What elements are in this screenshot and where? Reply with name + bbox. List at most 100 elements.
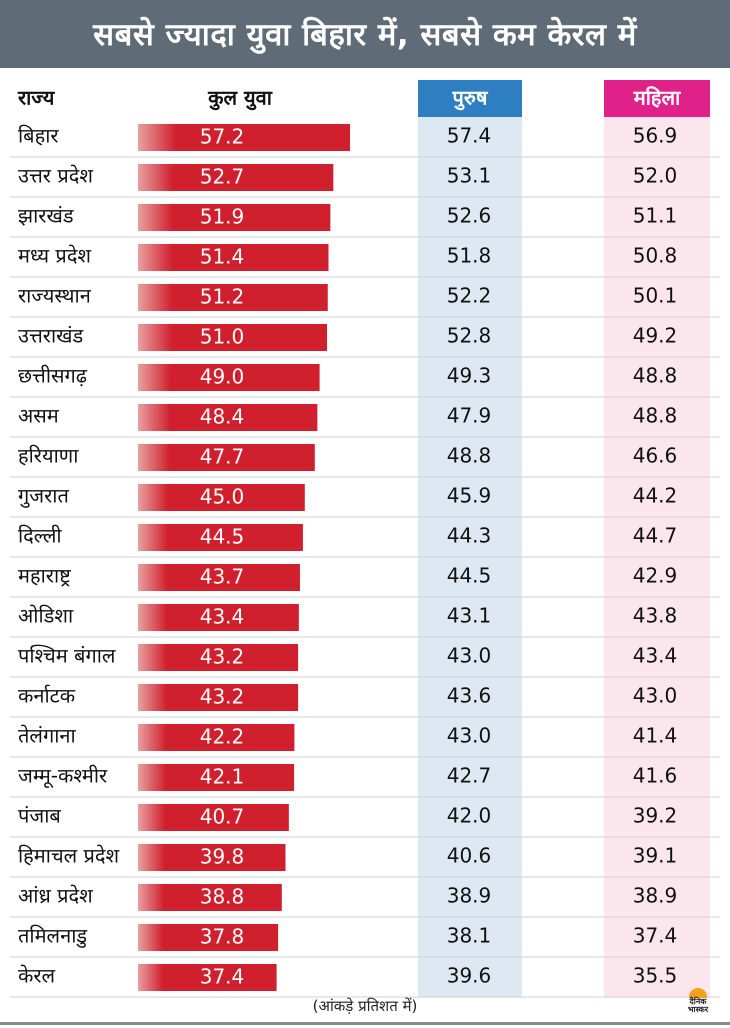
total-bar (138, 804, 289, 831)
total-value: 47.7 (200, 445, 245, 469)
header-male: पुरुष (452, 86, 489, 111)
state-label: जम्मू-कश्मीर (18, 764, 108, 789)
footnote: (आंकड़े प्रतिशत में) (312, 997, 418, 1015)
total-bar (138, 244, 329, 271)
female-value: 48.8 (633, 364, 678, 388)
total-value: 44.5 (200, 525, 245, 549)
total-value: 37.8 (200, 925, 245, 949)
male-value: 51.8 (447, 244, 492, 268)
state-label: पश्चिम बंगाल (18, 644, 116, 668)
header-total: कुल युवा (207, 86, 273, 111)
male-value: 57.4 (447, 124, 492, 148)
total-bar (138, 924, 279, 951)
total-bar (138, 604, 299, 631)
male-value: 44.5 (447, 564, 492, 588)
female-value: 41.6 (633, 764, 678, 788)
male-value: 40.6 (447, 844, 492, 868)
female-value: 39.2 (633, 804, 678, 828)
male-value: 53.1 (447, 164, 492, 188)
total-value: 57.2 (200, 125, 245, 149)
total-bar (138, 724, 295, 751)
bottom-divider (0, 1022, 730, 1025)
female-value: 56.9 (633, 124, 678, 148)
male-header-bg (418, 80, 522, 117)
total-value: 51.9 (200, 205, 245, 229)
state-label: हरियाणा (18, 444, 79, 468)
female-value: 44.7 (633, 524, 678, 548)
state-label: राज्यस्थान (18, 284, 92, 308)
total-value: 51.2 (200, 285, 245, 309)
total-value: 51.0 (200, 325, 245, 349)
female-value: 50.8 (633, 244, 678, 268)
sun-icon (689, 988, 707, 998)
total-value: 40.7 (200, 805, 245, 829)
female-value: 38.9 (633, 884, 678, 908)
publisher-logo: दैनिक भास्कर (678, 988, 718, 1014)
total-bar (138, 684, 299, 711)
female-value: 49.2 (633, 324, 678, 348)
female-value: 51.1 (633, 204, 678, 228)
female-value: 50.1 (633, 284, 678, 308)
state-label: ओडिशा (18, 604, 74, 628)
header-female: महिला (633, 86, 681, 110)
female-value: 41.4 (633, 724, 678, 748)
total-bar (138, 884, 282, 911)
male-value: 52.6 (447, 204, 492, 228)
male-value: 43.1 (447, 604, 492, 628)
total-value: 43.2 (200, 685, 245, 709)
female-value: 39.1 (633, 844, 678, 868)
total-bar (138, 324, 328, 351)
total-bar (138, 124, 350, 151)
state-label: असम (18, 404, 60, 428)
state-label: उत्तराखंड (18, 324, 83, 348)
total-bar (138, 844, 286, 871)
male-value: 39.6 (447, 964, 492, 988)
total-value: 43.7 (200, 565, 245, 589)
header-state: राज्य (17, 86, 56, 110)
total-value: 39.8 (200, 845, 245, 869)
male-value: 45.9 (447, 484, 492, 508)
male-value: 38.9 (447, 884, 492, 908)
total-bar (138, 164, 334, 191)
total-value: 49.0 (200, 365, 245, 389)
female-value: 43.0 (633, 684, 678, 708)
total-bar (138, 404, 318, 431)
total-bar (138, 284, 328, 311)
state-label: दिल्ली (18, 524, 62, 548)
state-label: छत्तीसगढ़ (18, 364, 88, 388)
female-value: 35.5 (633, 964, 678, 988)
total-value: 51.4 (200, 245, 245, 269)
total-bar (138, 364, 320, 391)
male-value: 43.0 (447, 644, 492, 668)
male-value: 49.3 (447, 364, 492, 388)
state-label: उत्तर प्रदेश (18, 164, 93, 188)
state-label: तेलंगाना (18, 724, 76, 748)
male-value: 42.7 (447, 764, 492, 788)
total-bar (138, 484, 305, 511)
total-bar (138, 444, 315, 471)
total-value: 42.2 (200, 725, 245, 749)
male-value: 44.3 (447, 524, 492, 548)
total-bar (138, 524, 303, 551)
female-value: 43.4 (633, 644, 678, 668)
state-label: झारखंड (18, 204, 74, 228)
male-value: 42.0 (447, 804, 492, 828)
title-bar: सबसे ज्यादा युवा बिहार में, सबसे कम केरल… (0, 0, 730, 68)
total-bar (138, 764, 295, 791)
total-bar (138, 964, 277, 991)
logo-line-1: दैनिक (689, 997, 707, 1006)
female-value: 37.4 (633, 924, 678, 948)
state-label: आंध्र प्रदेश (18, 884, 93, 908)
total-bar (138, 644, 299, 671)
total-value: 38.8 (200, 885, 245, 909)
female-value: 42.9 (633, 564, 678, 588)
male-value: 43.6 (447, 684, 492, 708)
state-label: बिहार (18, 124, 59, 148)
male-value: 38.1 (447, 924, 492, 948)
female-value: 52.0 (633, 164, 678, 188)
state-label: मध्य प्रदेश (18, 244, 91, 268)
logo-line-2: भास्कर (687, 1005, 709, 1014)
total-bar (138, 564, 300, 591)
state-label: महाराष्ट्र (18, 564, 71, 588)
